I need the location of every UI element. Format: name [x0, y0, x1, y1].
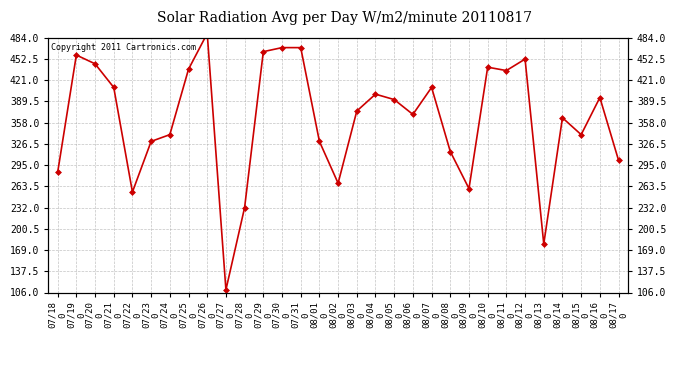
Text: Solar Radiation Avg per Day W/m2/minute 20110817: Solar Radiation Avg per Day W/m2/minute … — [157, 11, 533, 25]
Text: Copyright 2011 Cartronics.com: Copyright 2011 Cartronics.com — [51, 43, 196, 52]
